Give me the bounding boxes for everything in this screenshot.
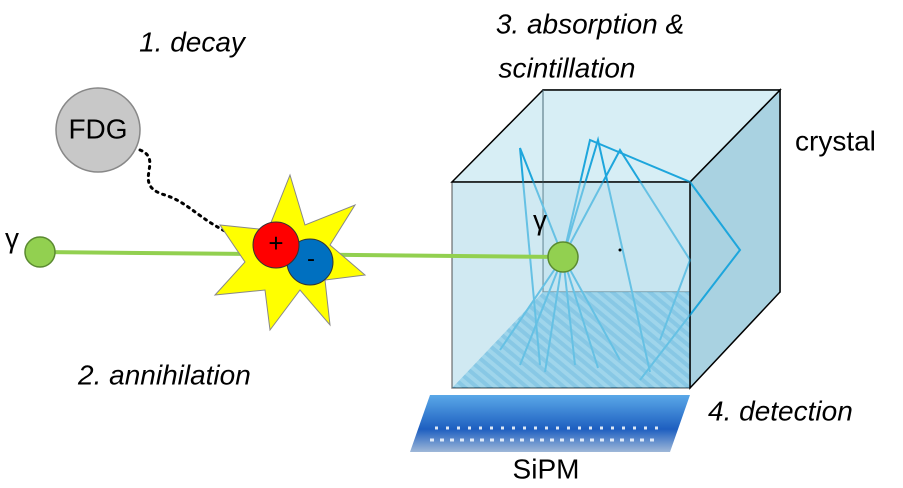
gamma-photon [25,237,55,267]
step-label: 2. annihilation [77,359,251,390]
step-label: 1. decay [139,26,247,57]
page: 1. decay 3. absorption & scintillation F… [0,0,903,488]
fdg-label: FDG [68,113,127,144]
crystal-label: crystal [795,125,876,156]
step-label: 4. detection [708,395,853,426]
sipm-chip [410,395,690,452]
gamma-photon [548,242,578,272]
gamma-label: γ [533,204,547,235]
step-label: scintillation [499,52,636,83]
crystal-front [452,182,690,388]
sipm-label: SiPM [513,453,580,484]
dot [619,249,622,252]
step-label: 3. absorption & [496,8,684,39]
positron-label: + [268,228,283,258]
electron-label: - [307,245,315,272]
gamma-label: γ [5,222,19,253]
diagram: 1. decay 3. absorption & scintillation F… [0,0,903,488]
